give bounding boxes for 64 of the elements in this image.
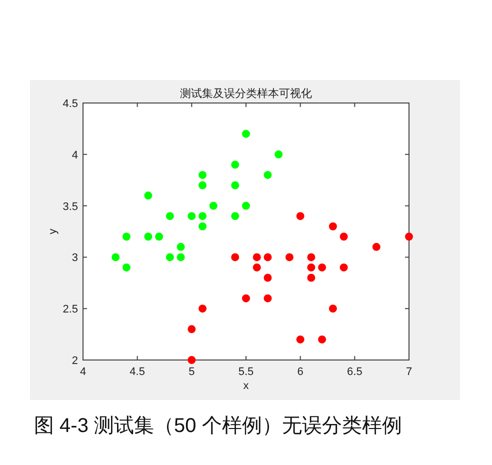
x-tick-label: 5.5 [238, 366, 254, 378]
y-tick-label: 3.5 [62, 200, 78, 213]
point [274, 150, 283, 158]
point [231, 160, 240, 169]
point [231, 253, 240, 262]
chart-title: 测试集及误分类样本可视化 [180, 87, 312, 100]
point [296, 335, 304, 344]
point [231, 212, 240, 220]
y-tick-label: 2.5 [62, 304, 78, 316]
point [252, 253, 261, 262]
caption: 图 4-3 测试集（50 个样例）无误分类样例 [34, 415, 402, 437]
point [328, 304, 337, 313]
y-tick-label: 2 [72, 355, 78, 367]
point [231, 181, 240, 190]
point [198, 212, 207, 220]
point [166, 253, 174, 262]
point [264, 294, 272, 302]
point [405, 232, 413, 241]
point [188, 356, 196, 364]
point [112, 253, 120, 262]
point [144, 232, 152, 241]
point [242, 294, 250, 302]
point [318, 263, 326, 272]
point [372, 242, 380, 251]
x-tick-label: 6 [297, 366, 304, 378]
point [328, 222, 337, 230]
point [318, 335, 326, 344]
y-tick-label: 4 [72, 149, 78, 162]
point [242, 130, 250, 138]
point [340, 263, 348, 272]
point [176, 253, 185, 262]
point [209, 202, 218, 210]
point [285, 253, 294, 262]
point [252, 263, 261, 272]
point [242, 202, 250, 210]
x-tick-label: 7 [406, 366, 412, 378]
point [264, 253, 272, 262]
point [188, 325, 196, 334]
point [144, 192, 152, 200]
point [122, 232, 130, 241]
point [198, 181, 207, 190]
point [155, 232, 164, 241]
point [264, 170, 272, 179]
point [198, 170, 207, 179]
point [264, 274, 272, 282]
x-tick-label: 4.5 [130, 366, 145, 378]
point [340, 232, 348, 241]
point [122, 263, 130, 272]
point [307, 263, 316, 272]
x-axis-title: x [243, 380, 250, 392]
point [307, 274, 316, 282]
y-tick-label: 3 [72, 252, 78, 264]
point [166, 212, 174, 220]
y-axis-title: y [47, 228, 59, 234]
point [188, 212, 196, 220]
point [198, 222, 207, 230]
x-tick-label: 6.5 [347, 366, 362, 378]
point [307, 253, 316, 262]
point [296, 212, 304, 220]
y-tick-label: 4.5 [62, 98, 78, 110]
x-tick-label: 4 [80, 366, 86, 378]
point [176, 242, 185, 251]
point [198, 304, 207, 313]
x-tick-label: 5 [188, 366, 195, 378]
